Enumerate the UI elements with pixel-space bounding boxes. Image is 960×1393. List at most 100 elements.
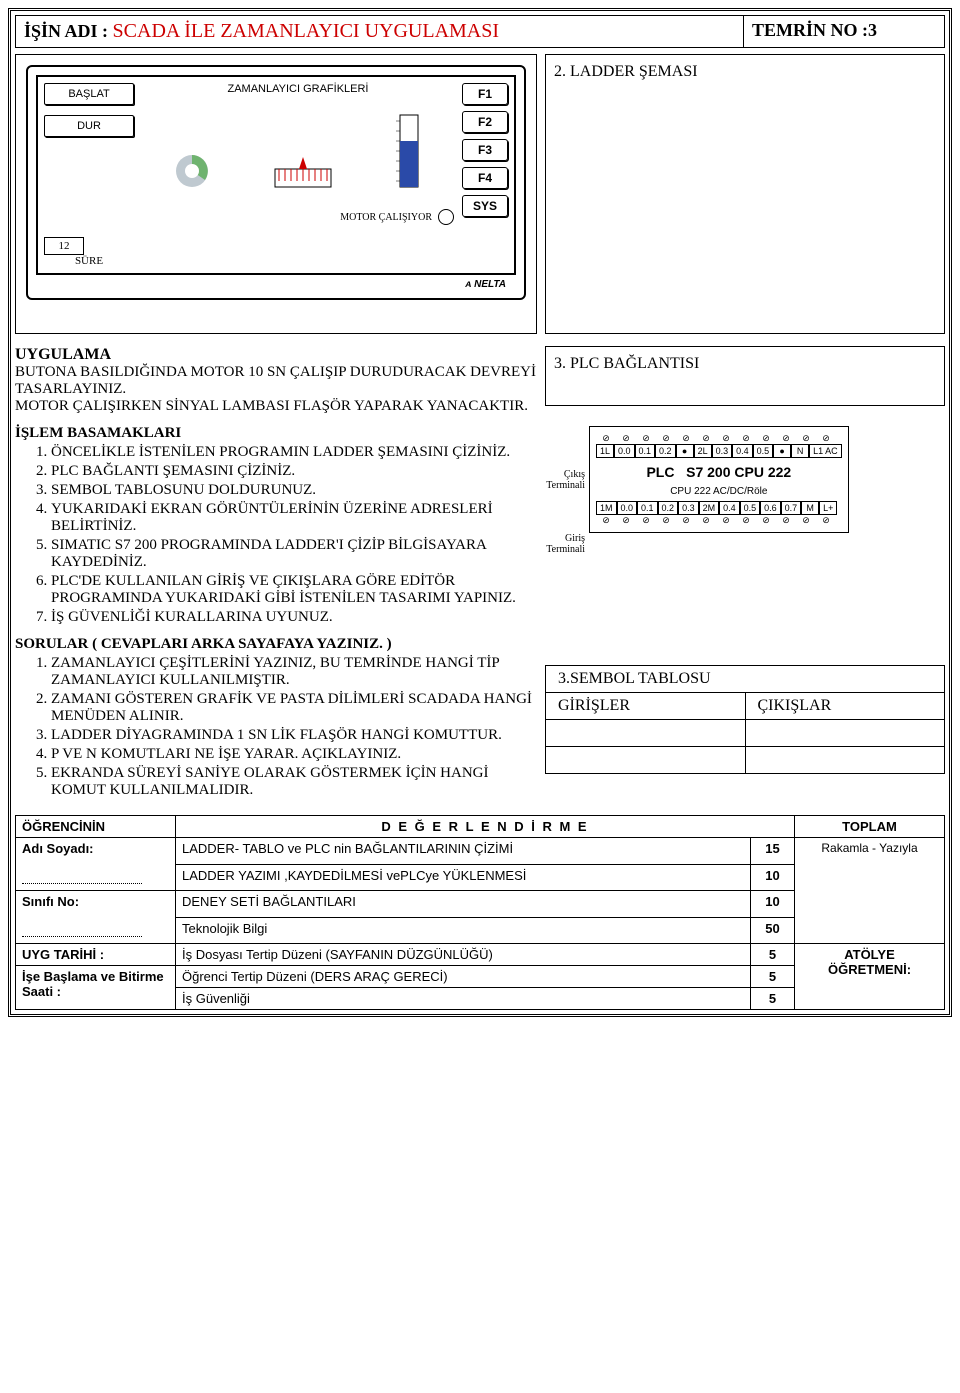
plc-cell: 0.4 (732, 444, 753, 458)
plc-name-row: PLC S7 200 CPU 222 (596, 458, 842, 486)
top-screws: ⊘⊘⊘⊘⊘⊘⊘⊘⊘⊘⊘⊘ (596, 433, 842, 444)
top-section: BAŞLAT DUR 12 SÜRE ZAMANLAYICI GRAFİKLER… (15, 54, 945, 334)
islem-list: ÖNCELİKLE İSTENİLEN PROGRAMIN LADDER ŞEM… (15, 444, 537, 626)
atolye-cell: ATÖLYE ÖĞRETMENİ: (795, 944, 945, 1010)
sinif-label: Sınıfı No: (22, 894, 79, 909)
middle-section: UYGULAMA BUTONA BASILDIĞINDA MOTOR 10 SN… (15, 346, 945, 801)
plc-cell: 0.1 (635, 444, 656, 458)
plc-cell: 0.1 (637, 501, 658, 515)
plc-cell: 0.2 (655, 444, 676, 458)
plc-cell: 1L (596, 444, 614, 458)
adi-cell: Adı Soyadı: (16, 838, 176, 891)
fkey-f1[interactable]: F1 (462, 83, 508, 105)
sembol-cell (546, 720, 745, 747)
deger-heading: D E Ğ E R L E N D İ R M E (176, 816, 795, 838)
plc-cell: L+ (819, 501, 837, 515)
eval-row-score: 5 (751, 966, 795, 988)
eval-row-label: İş Dosyası Tertip Düzeni (SAYFANIN DÜZGÜ… (176, 944, 751, 966)
sembol-cell (546, 747, 745, 774)
sorular-item: ZAMANLAYICI ÇEŞİTLERİNİ YAZINIZ, BU TEMR… (51, 655, 537, 689)
eval-row-label: Teknolojik Bilgi (176, 917, 751, 944)
sembol-girisler-header: GİRİŞLER (546, 693, 745, 720)
plc-cell: M (801, 501, 819, 515)
plc-cell: 1M (596, 501, 617, 515)
stop-button[interactable]: DUR (44, 115, 134, 137)
hmi-graphs (142, 101, 454, 191)
plc-cell: 0.6 (760, 501, 781, 515)
giris-label: Giriş Terminali (545, 533, 589, 555)
plc-cell: 0.3 (678, 501, 699, 515)
bar-chart-icon (394, 111, 424, 191)
cikis-label: Çıkış Terminali (545, 426, 589, 533)
hmi-device: BAŞLAT DUR 12 SÜRE ZAMANLAYICI GRAFİKLER… (26, 65, 526, 300)
bottom-screws: ⊘⊘⊘⊘⊘⊘⊘⊘⊘⊘⊘⊘ (596, 515, 842, 526)
header-title: SCADA İLE ZAMANLAYICI UYGULAMASI (113, 20, 499, 42)
tarih-cell: UYG TARİHİ : (16, 944, 176, 966)
plc-cell: 0.5 (753, 444, 774, 458)
plc-cell: 0.4 (719, 501, 740, 515)
eval-row-label: İş Güvenliği (176, 988, 751, 1010)
fkey-f3[interactable]: F3 (462, 139, 508, 161)
plc-sub: CPU 222 AC/DC/Röle (596, 486, 842, 501)
sembol-title: 3.SEMBOL TABLOSU (546, 666, 944, 692)
hmi-fkeys: F1 F2 F3 F4 SYS (462, 83, 508, 267)
sembol-box: 3.SEMBOL TABLOSU GİRİŞLER ÇIKIŞLAR (545, 665, 945, 774)
adi-dotted[interactable] (22, 871, 142, 884)
islem-heading: İŞLEM BASAMAKLARI (15, 425, 537, 442)
sembol-cell (745, 747, 944, 774)
header-temrin: TEMRİN NO :3 (744, 16, 944, 47)
rakam-cell: Rakamla - Yazıyla (795, 838, 945, 944)
ladder-box: 2. LADDER ŞEMASI (545, 54, 945, 334)
eval-row-label: LADDER- TABLO ve PLC nin BAĞLANTILARININ… (176, 838, 751, 865)
hmi-left-buttons: BAŞLAT DUR 12 SÜRE (44, 83, 134, 267)
sure-label: SÜRE (44, 255, 134, 267)
plc-module: ⊘⊘⊘⊘⊘⊘⊘⊘⊘⊘⊘⊘ 1L 0.0 0.1 0.2 ● 2L 0.3 (589, 426, 849, 533)
hmi-container: BAŞLAT DUR 12 SÜRE ZAMANLAYICI GRAFİKLER… (15, 54, 537, 334)
eval-row-score: 5 (751, 988, 795, 1010)
sembol-cikislar-header: ÇIKIŞLAR (745, 693, 944, 720)
start-button[interactable]: BAŞLAT (44, 83, 134, 105)
plc-cell: ● (773, 444, 791, 458)
plc-title-box: 3. PLC BAĞLANTISI (545, 346, 945, 406)
uygulama-heading: UYGULAMA (15, 346, 537, 364)
left-column: UYGULAMA BUTONA BASILDIĞINDA MOTOR 10 SN… (15, 346, 537, 801)
hmi-center: ZAMANLAYICI GRAFİKLERİ (142, 83, 454, 267)
islem-item: PLC'DE KULLANILAN GİRİŞ VE ÇIKIŞLARA GÖR… (51, 573, 537, 607)
eval-row-label: LADDER YAZIMI ,KAYDEDİLMESİ vePLCye YÜKL… (176, 864, 751, 891)
sorular-item: ZAMANI GÖSTEREN GRAFİK VE PASTA DİLİMLER… (51, 691, 537, 725)
fkey-f4[interactable]: F4 (462, 167, 508, 189)
plc-title: 3. PLC BAĞLANTISI (554, 355, 699, 372)
islem-item: SEMBOL TABLOSUNU DOLDURUNUZ. (51, 482, 537, 499)
header-label: İŞİN ADI : (24, 21, 108, 41)
plc-cell: 0.5 (740, 501, 761, 515)
sorular-item: LADDER DİYAGRAMINDA 1 SN LİK FLAŞÖR HANG… (51, 727, 537, 744)
motor-label: MOTOR ÇALIŞIYOR (340, 212, 432, 223)
fkey-f2[interactable]: F2 (462, 111, 508, 133)
plc-cell: N (791, 444, 809, 458)
pie-chart-icon (172, 151, 212, 191)
sinif-cell: Sınıfı No: (16, 891, 176, 944)
page-frame: İŞİN ADI : SCADA İLE ZAMANLAYICI UYGULAM… (8, 8, 952, 1017)
eval-row-score: 10 (751, 864, 795, 891)
plc-cell: 0.0 (617, 501, 638, 515)
plc-cell: 0.0 (614, 444, 635, 458)
sinif-dotted[interactable] (22, 924, 142, 937)
header-left: İŞİN ADI : SCADA İLE ZAMANLAYICI UYGULAM… (16, 16, 744, 47)
hmi-logo: ᴀ NELTA (36, 279, 516, 290)
sembol-table: GİRİŞLER ÇIKIŞLAR (546, 692, 944, 773)
motor-status: MOTOR ÇALIŞIYOR (142, 209, 454, 225)
plc-bottom-terminals: 1M 0.0 0.1 0.2 0.3 2M 0.4 0.5 0.6 0.7 (596, 501, 842, 515)
plc-cell: 2M (699, 501, 720, 515)
right-column: 3. PLC BAĞLANTISI Çıkış Terminali ⊘⊘⊘⊘⊘⊘… (545, 346, 945, 801)
sure-value: 12 (44, 237, 84, 255)
islem-item: İŞ GÜVENLİĞİ KURALLARINA UYUNUZ. (51, 609, 537, 626)
sorular-item: EKRANDA SÜREYİ SANİYE OLARAK GÖSTERMEK İ… (51, 765, 537, 799)
header-row: İŞİN ADI : SCADA İLE ZAMANLAYICI UYGULAM… (15, 15, 945, 48)
fkey-sys[interactable]: SYS (462, 195, 508, 217)
eval-row-label: Öğrenci Tertip Düzeni (DERS ARAÇ GERECİ) (176, 966, 751, 988)
sorular-list: ZAMANLAYICI ÇEŞİTLERİNİ YAZINIZ, BU TEMR… (15, 655, 537, 799)
plc-cell: 0.2 (658, 501, 679, 515)
sorular-heading: SORULAR ( CEVAPLARI ARKA SAYAFAYA YAZINI… (15, 636, 537, 653)
eval-row-score: 50 (751, 917, 795, 944)
plc-cell: 0.3 (712, 444, 733, 458)
